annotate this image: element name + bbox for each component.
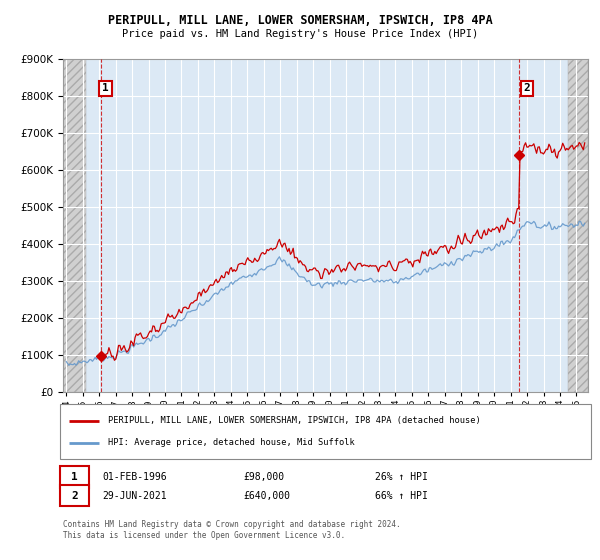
Text: HPI: Average price, detached house, Mid Suffolk: HPI: Average price, detached house, Mid … [108, 438, 355, 447]
Text: 1: 1 [71, 472, 78, 482]
Text: 2: 2 [71, 491, 78, 501]
Text: PERIPULL, MILL LANE, LOWER SOMERSHAM, IPSWICH, IP8 4PA (detached house): PERIPULL, MILL LANE, LOWER SOMERSHAM, IP… [108, 417, 481, 426]
Text: Price paid vs. HM Land Registry's House Price Index (HPI): Price paid vs. HM Land Registry's House … [122, 29, 478, 39]
Text: £98,000: £98,000 [243, 472, 284, 482]
Text: 66% ↑ HPI: 66% ↑ HPI [375, 491, 428, 501]
Text: Contains HM Land Registry data © Crown copyright and database right 2024.: Contains HM Land Registry data © Crown c… [63, 520, 401, 529]
Text: PERIPULL, MILL LANE, LOWER SOMERSHAM, IPSWICH, IP8 4PA: PERIPULL, MILL LANE, LOWER SOMERSHAM, IP… [107, 14, 493, 27]
Text: 01-FEB-1996: 01-FEB-1996 [102, 472, 167, 482]
Text: 1: 1 [102, 83, 109, 94]
Text: This data is licensed under the Open Government Licence v3.0.: This data is licensed under the Open Gov… [63, 531, 345, 540]
Text: £640,000: £640,000 [243, 491, 290, 501]
Text: 26% ↑ HPI: 26% ↑ HPI [375, 472, 428, 482]
Text: 29-JUN-2021: 29-JUN-2021 [102, 491, 167, 501]
Text: 2: 2 [524, 83, 530, 94]
